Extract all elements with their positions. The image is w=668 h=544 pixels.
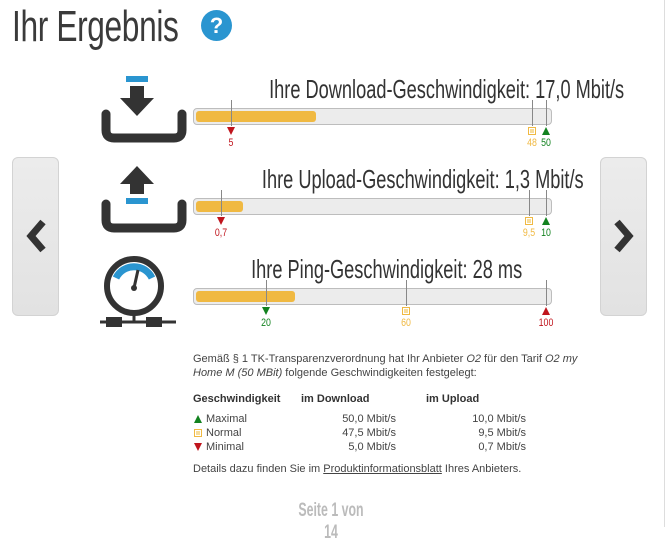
ping-bar	[193, 288, 552, 305]
chevron-right-icon	[614, 219, 634, 253]
triangle-down-icon	[262, 307, 270, 315]
triangle-up-icon	[194, 415, 202, 424]
info-text: Gemäß § 1 TK-Transparenzverordnung hat I…	[193, 353, 578, 379]
marker-line	[532, 100, 533, 126]
marker-label: 48	[527, 137, 537, 149]
marker-label: 9,5	[522, 227, 535, 239]
square-icon	[194, 429, 202, 438]
square-icon	[402, 307, 410, 315]
marker-label: 60	[401, 317, 411, 329]
previous-button[interactable]	[12, 157, 59, 316]
square-icon	[524, 217, 533, 225]
marker-line	[546, 190, 547, 216]
next-button[interactable]	[600, 157, 647, 316]
marker-label: 5	[228, 137, 234, 149]
provider: O2	[466, 353, 481, 365]
table-row: Minimal 5,0 Mbit/s 0,7 Mbit/s	[193, 440, 526, 454]
marker-label: 0,7	[214, 227, 227, 239]
page-indicator: Seite 1 von 14	[298, 500, 364, 543]
marker-line	[546, 100, 547, 126]
upload-fill	[196, 201, 243, 212]
download-title: Ihre Download-Geschwindigkeit: 17,0 Mbit…	[269, 74, 625, 104]
triangle-up-icon	[542, 217, 550, 225]
triangle-down-icon	[227, 127, 235, 135]
marker-line	[231, 100, 232, 126]
ping-fill	[196, 291, 295, 302]
table-row: Normal 47,5 Mbit/s 9,5 Mbit/s	[193, 426, 526, 440]
th-upload: im Upload	[426, 393, 480, 405]
page-title: Ihr Ergebnis	[12, 2, 179, 51]
triangle-up-icon	[542, 307, 550, 315]
chevron-left-icon	[26, 219, 46, 253]
th-download: im Download	[301, 393, 370, 405]
tariff: O2 my Home M (50 MBit)	[193, 353, 578, 379]
info-section: Gemäß § 1 TK-Transparenzverordnung hat I…	[193, 352, 593, 476]
marker-line	[546, 280, 547, 306]
download-bar	[193, 108, 552, 125]
speed-table: Geschwindigkeit im Download im Upload Maxi…	[193, 392, 526, 454]
table-row: Maximal 50,0 Mbit/s 10,0 Mbit/s	[193, 412, 526, 426]
speedometer-icon	[100, 256, 176, 327]
question-circle-icon[interactable]: ?	[201, 10, 232, 41]
marker-label: 20	[261, 317, 271, 329]
details-text: Details dazu finden Sie im Produktinform…	[193, 463, 522, 475]
marker-line	[528, 190, 530, 216]
page-edge	[664, 0, 665, 527]
download-icon	[101, 76, 187, 143]
triangle-down-icon	[194, 443, 202, 452]
upload-bar	[193, 198, 552, 215]
marker-label: 50	[541, 137, 551, 149]
product-info-link[interactable]: Produktinformationsblatt	[323, 463, 442, 475]
upload-icon	[101, 166, 187, 233]
triangle-down-icon	[216, 217, 225, 225]
download-fill	[196, 111, 316, 122]
marker-line	[220, 190, 222, 216]
marker-label: 10	[541, 227, 551, 239]
square-icon	[528, 127, 536, 135]
marker-line	[266, 280, 267, 306]
th-speed: Geschwindigkeit	[193, 393, 281, 405]
ping-title: Ihre Ping-Geschwindigkeit: 28 ms	[251, 254, 523, 284]
upload-title: Ihre Upload-Geschwindigkeit: 1,3 Mbit/s	[261, 164, 584, 194]
marker-label: 100	[538, 317, 554, 329]
triangle-up-icon	[542, 127, 550, 135]
marker-line	[406, 280, 407, 306]
